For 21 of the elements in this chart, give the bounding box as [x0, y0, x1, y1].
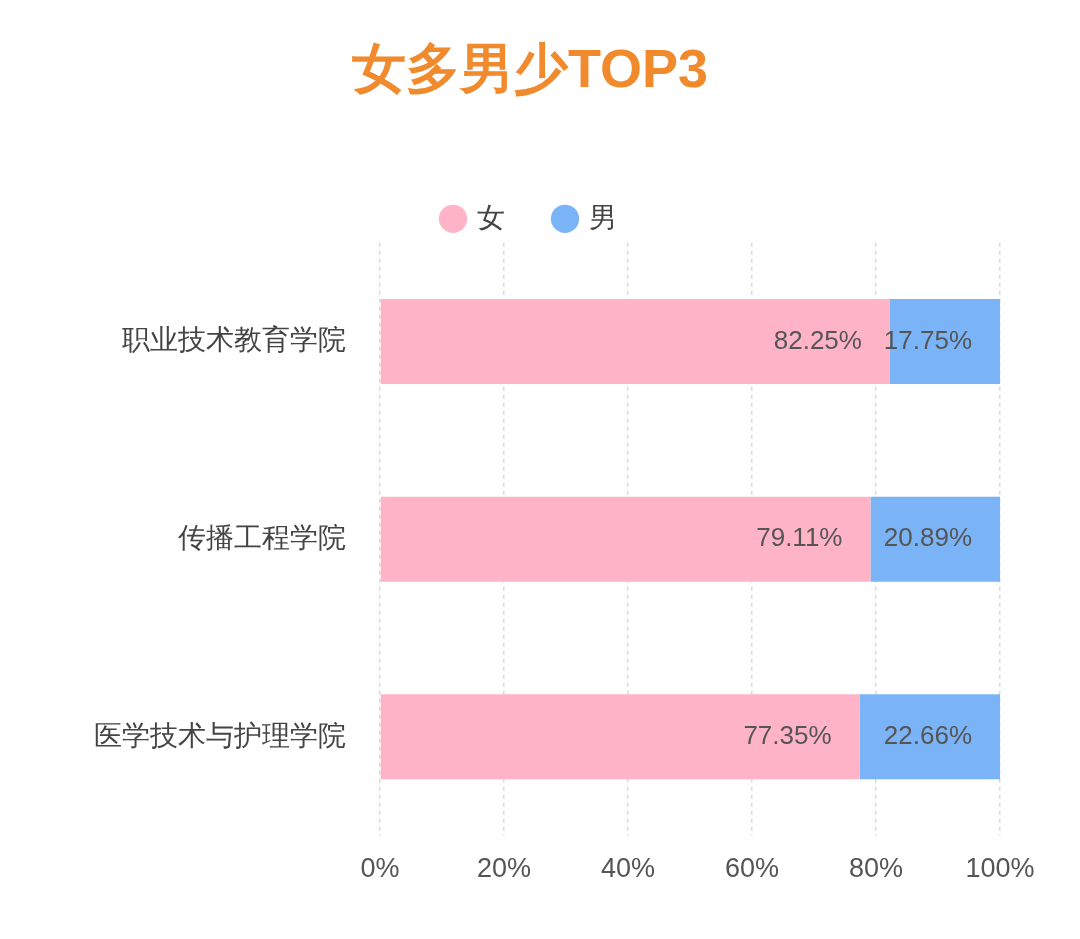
text: 77.35% [743, 719, 832, 750]
y-tick-label: 传播工程学院 [178, 521, 346, 553]
x-tick-label: 100% [965, 853, 1035, 884]
text: 20.89% [883, 522, 972, 553]
y-tick-label: 职业技术教育学院 [122, 324, 346, 356]
bar [859, 694, 1000, 780]
x-tick-label: 20% [476, 853, 532, 884]
bar [380, 694, 860, 780]
text: 22.66% [883, 719, 973, 750]
text: 82.25% [773, 324, 862, 355]
chart-title: 女多男少TOP3 [351, 38, 709, 99]
text: 79.11% [756, 522, 843, 553]
x-tick-label: 0% [360, 853, 400, 884]
bar [870, 496, 1000, 582]
x-tick-label: 40% [600, 853, 656, 884]
bar [380, 496, 871, 582]
legend-label: 男 [589, 201, 617, 233]
legend-label: 女 [477, 201, 505, 233]
x-tick-label: 80% [848, 853, 904, 884]
y-tick-label: 医学技术与护理学院 [94, 719, 346, 751]
x-tick-label: 60% [724, 853, 780, 884]
